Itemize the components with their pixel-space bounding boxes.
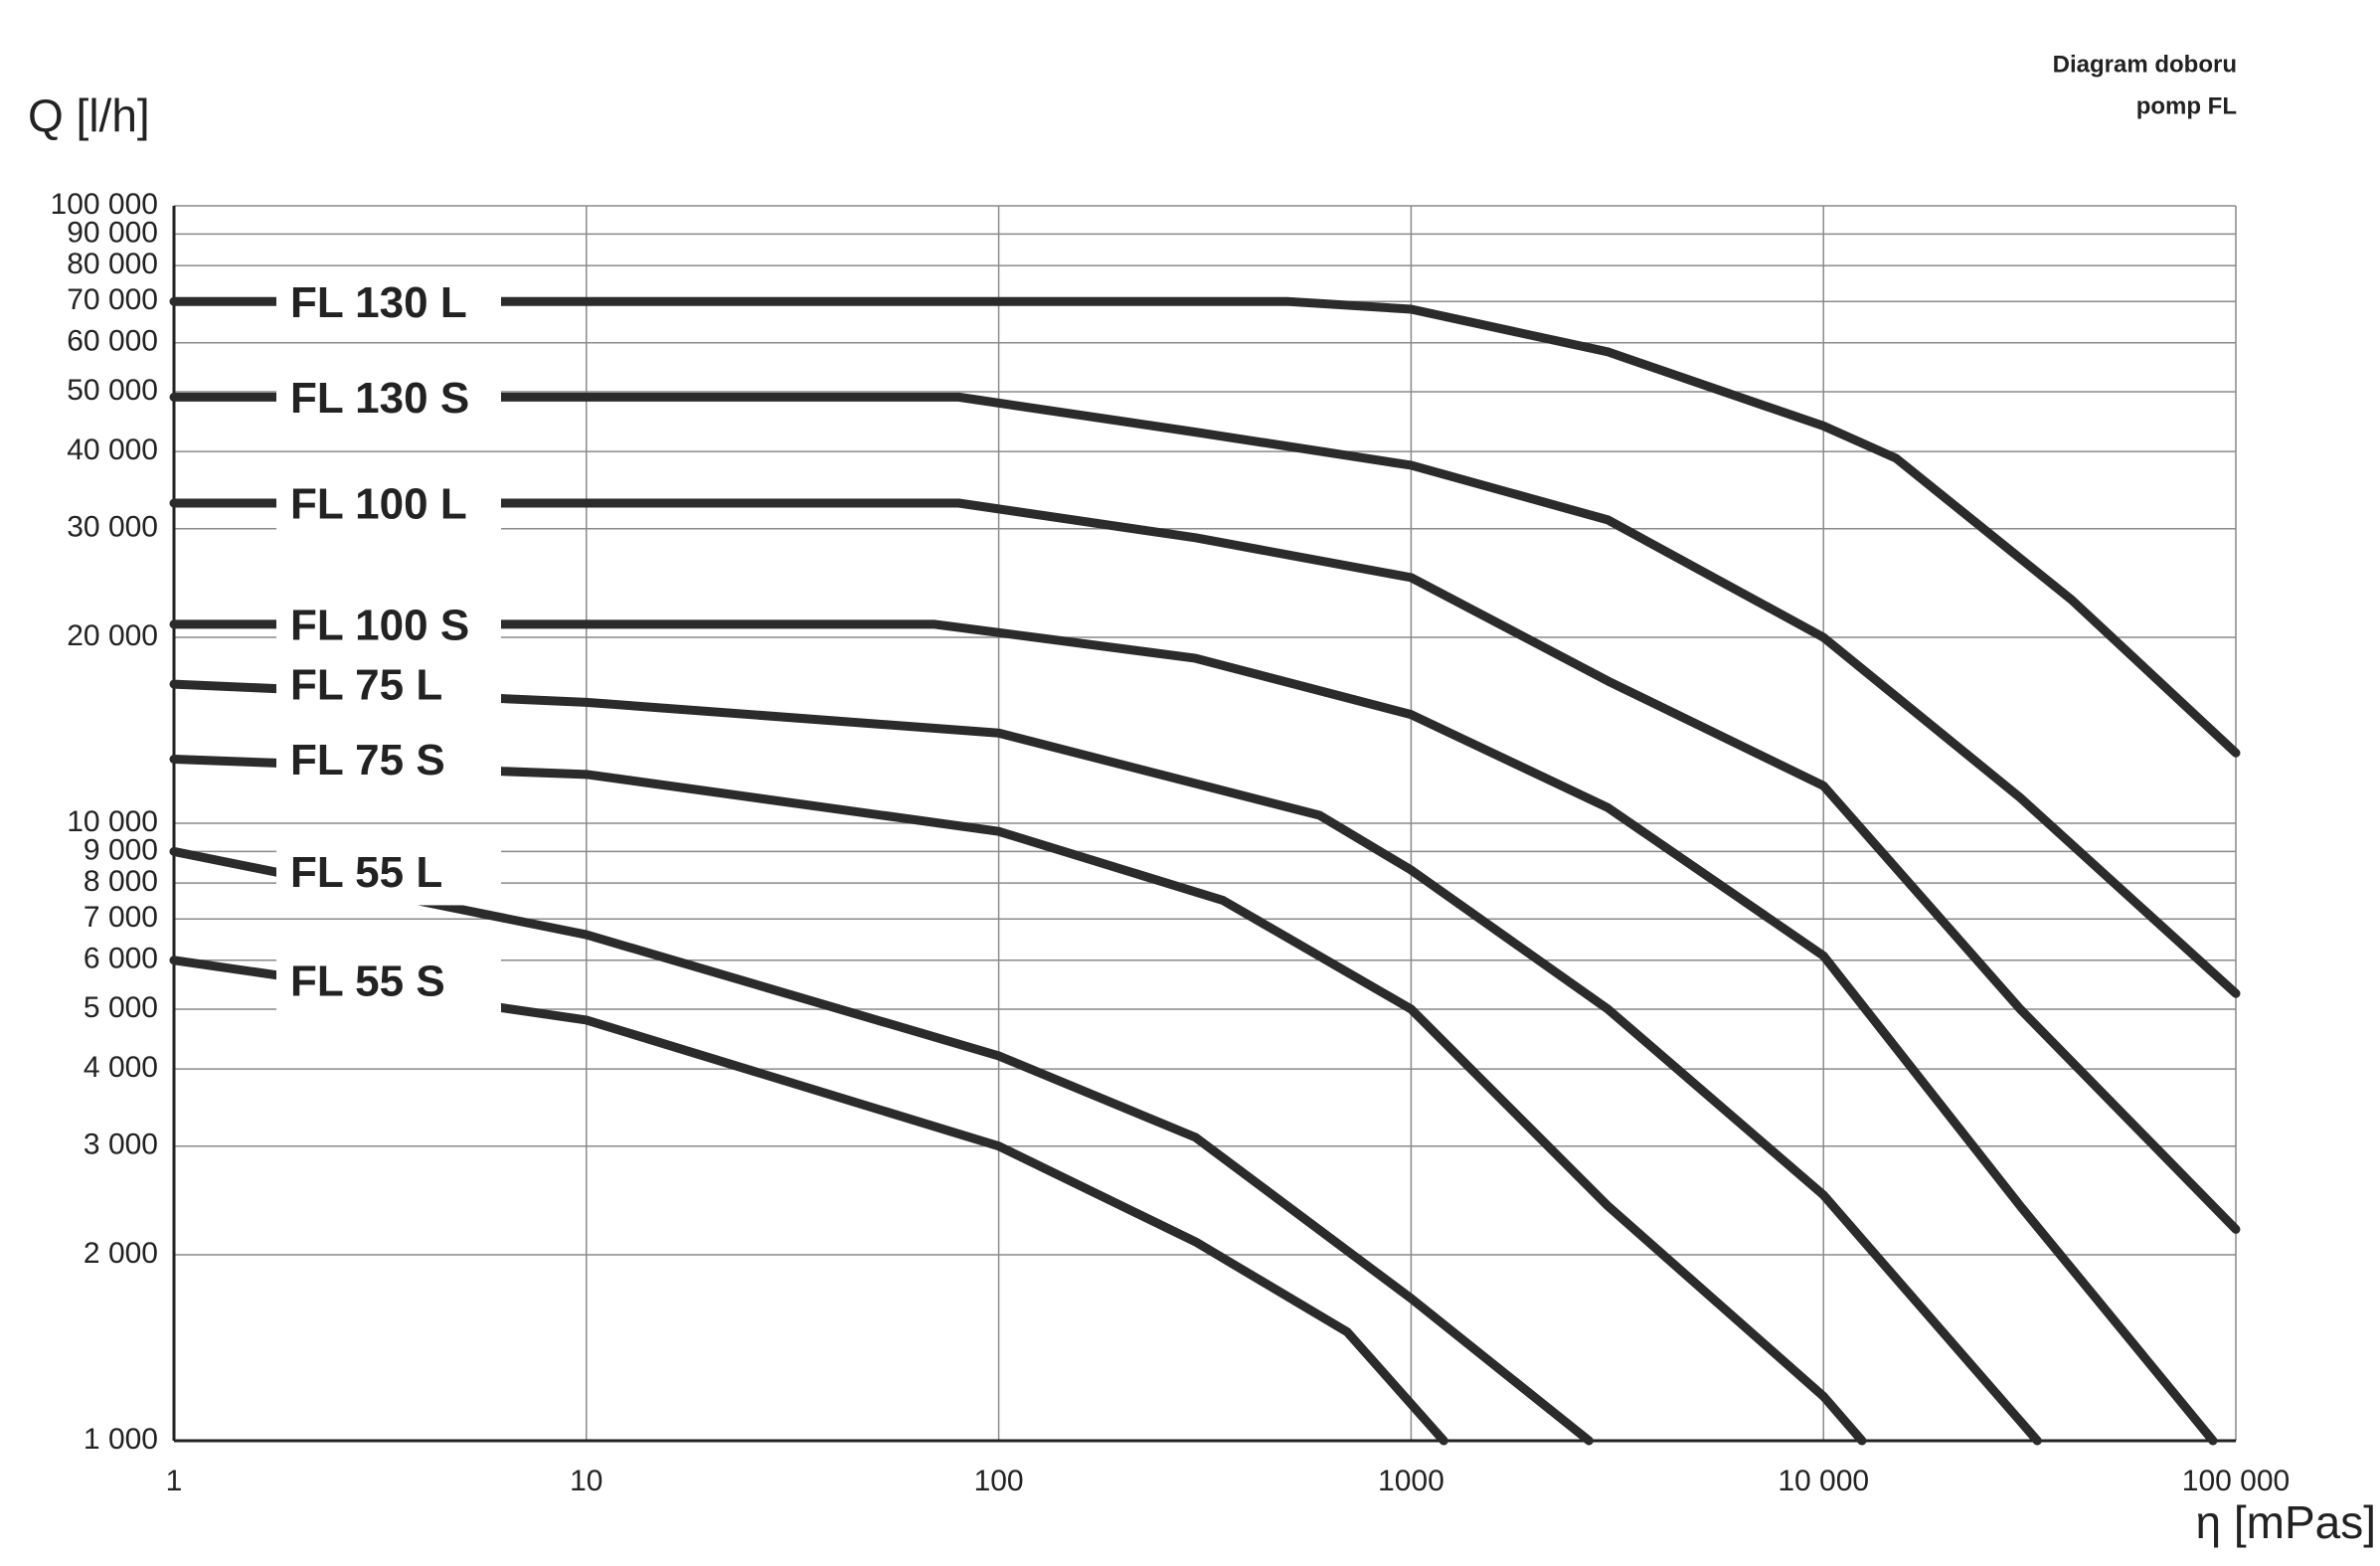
label-background	[276, 658, 501, 719]
y-tick-label: 90 000	[67, 216, 158, 249]
x-tick-label: 100 000	[2182, 1465, 2290, 1497]
label-background	[276, 598, 501, 658]
series-label: FL 55 S	[290, 957, 445, 1005]
x-tick-label: 10 000	[1778, 1465, 1869, 1497]
y-axis-label: Q [l/h]	[28, 89, 150, 141]
y-tick-label: 2 000	[84, 1237, 158, 1270]
series-label: FL 75 S	[290, 736, 445, 784]
label-background	[276, 954, 501, 1014]
label-background	[276, 477, 501, 538]
series-label: FL 130 L	[290, 278, 467, 327]
x-tick-label: 1	[166, 1465, 183, 1497]
curve	[169, 619, 2218, 1446]
series-label: FL 100 S	[290, 602, 469, 650]
y-tick-label: 9 000	[84, 833, 158, 866]
label-background	[276, 275, 501, 336]
series-label: FL 100 L	[290, 480, 467, 529]
series-label: FL 75 L	[290, 661, 442, 710]
curve	[169, 956, 1448, 1446]
series-label: FL 130 S	[290, 374, 469, 423]
label-background	[276, 845, 501, 906]
y-tick-label: 60 000	[67, 325, 158, 358]
chart-title: Diagram doboru	[2053, 51, 2237, 78]
x-tick-label: 10	[570, 1465, 602, 1497]
y-tick-label: 50 000	[67, 374, 158, 407]
y-tick-label: 5 000	[84, 991, 158, 1024]
curve	[169, 755, 1867, 1446]
y-tick-label: 70 000	[67, 283, 158, 316]
x-axis-label: η [mPas]	[2195, 1496, 2376, 1548]
y-tick-label: 100 000	[51, 188, 158, 221]
series-label: FL 55 L	[290, 848, 442, 897]
chart-subtitle: pomp FL	[2136, 92, 2237, 119]
label-background	[276, 733, 501, 793]
y-tick-label: 7 000	[84, 901, 158, 934]
y-tick-label: 30 000	[67, 511, 158, 544]
y-tick-label: 40 000	[67, 434, 158, 466]
y-tick-label: 1 000	[84, 1423, 158, 1456]
y-tick-label: 80 000	[67, 248, 158, 280]
curve	[169, 296, 2241, 758]
y-tick-label: 8 000	[84, 865, 158, 898]
y-tick-label: 3 000	[84, 1129, 158, 1161]
y-tick-label: 4 000	[84, 1051, 158, 1084]
y-tick-label: 20 000	[67, 619, 158, 652]
curve	[169, 679, 2042, 1446]
x-tick-label: 1000	[1378, 1465, 1445, 1497]
label-background	[276, 371, 501, 432]
y-tick-label: 10 000	[67, 805, 158, 838]
curve	[169, 846, 1594, 1446]
x-tick-label: 100	[974, 1465, 1024, 1497]
curve	[169, 392, 2241, 998]
curve	[169, 498, 2241, 1234]
y-tick-label: 6 000	[84, 943, 158, 975]
